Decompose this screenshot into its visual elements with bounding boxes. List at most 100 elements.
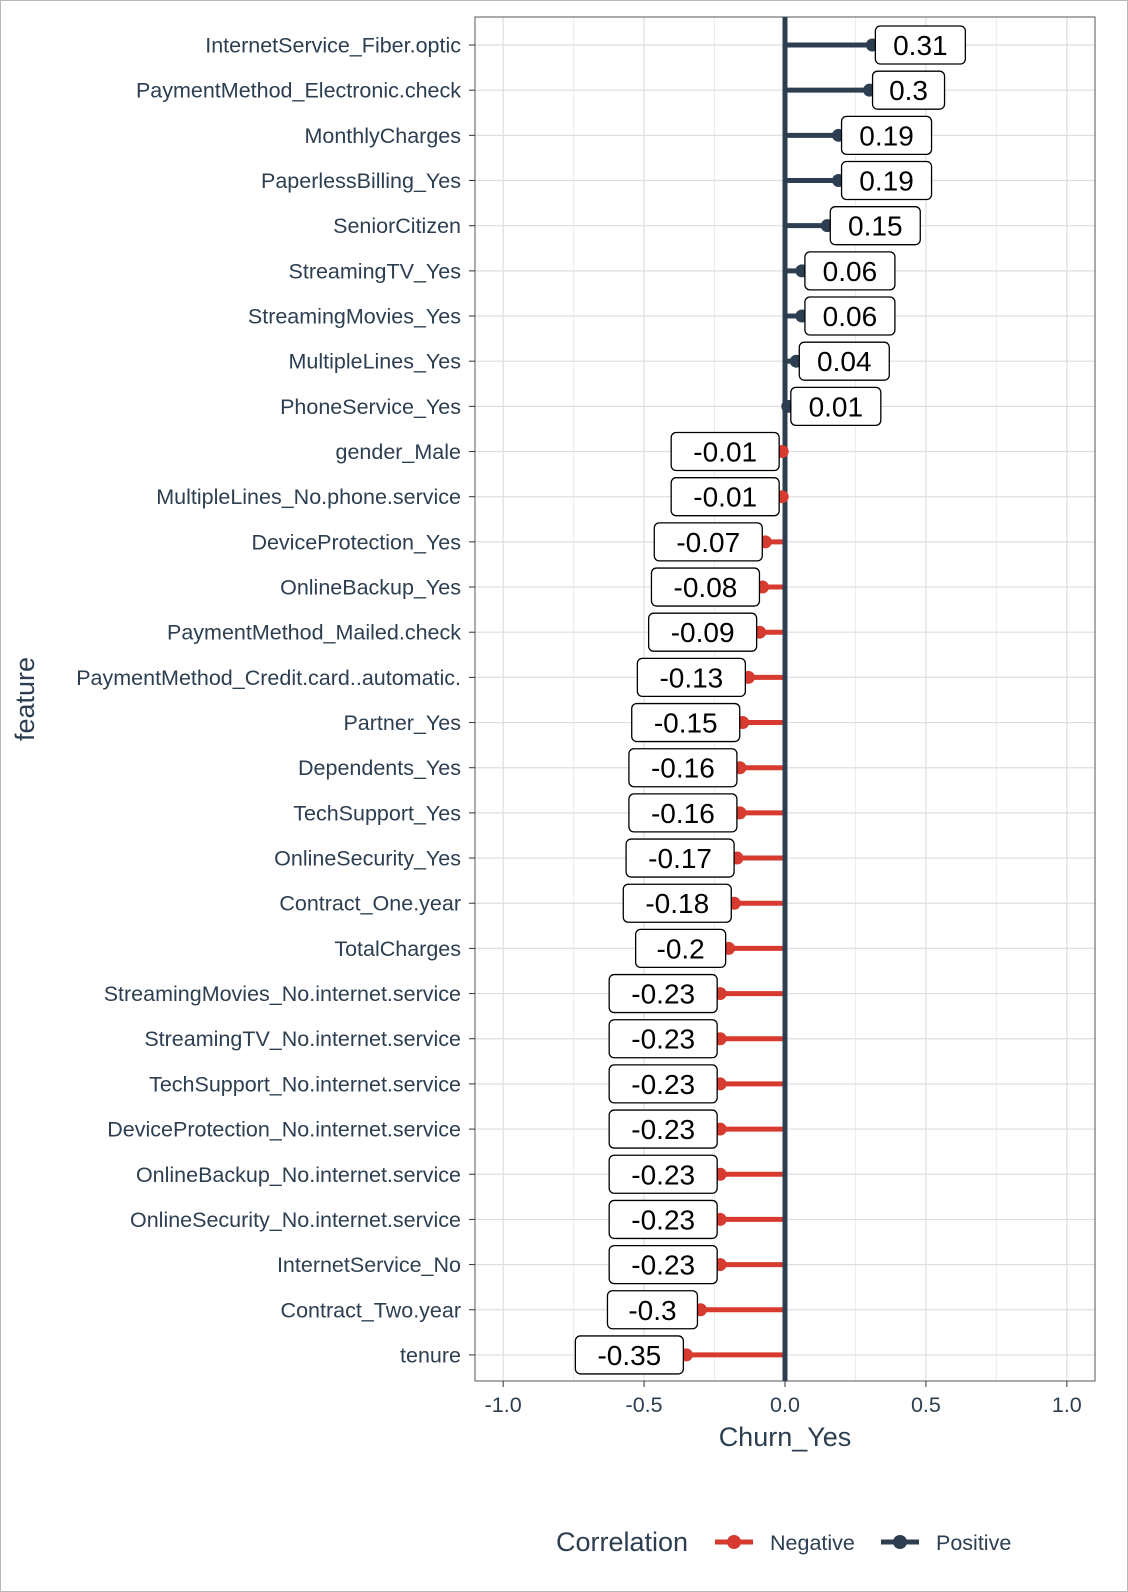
value-label-text: -0.08 [674,572,738,603]
legend-entry: Positive [881,1531,1011,1555]
value-label-text: 0.06 [823,256,878,287]
value-label: -0.16 [628,748,738,788]
legend-entry: Negative [715,1531,855,1555]
value-label-text: -0.23 [631,1114,695,1145]
value-label: 0.04 [798,341,890,381]
y-tick-label: Partner_Yes [343,711,461,735]
value-label-text: 0.3 [889,75,928,106]
legend-key-dot [893,1535,907,1549]
y-tick-label: MonthlyCharges [304,124,461,148]
legend-title: Correlation [556,1527,688,1557]
value-label-text: -0.18 [645,888,709,919]
value-label: -0.23 [608,1019,718,1059]
value-label-text: -0.2 [657,933,705,964]
value-label-text: -0.16 [651,798,715,829]
y-tick-label: StreamingTV_No.internet.service [144,1027,461,1051]
x-tick-label: -1.0 [485,1393,522,1417]
y-tick-label: OnlineSecurity_Yes [274,847,461,871]
value-label: 0.01 [790,386,882,427]
legend-label: Positive [936,1531,1011,1555]
value-label: -0.23 [608,1064,718,1104]
legend-label: Negative [770,1531,855,1555]
y-tick-label: MultipleLines_No.phone.service [156,485,461,509]
value-labels: 0.31 0.3 0.19 0.19 0.15 0.06 0.06 0.04 0.01 -0.01… [574,25,967,1375]
y-tick-label: OnlineSecurity_No.internet.service [130,1208,461,1232]
value-label-text: -0.23 [631,1250,695,1281]
value-label-text: -0.35 [597,1340,661,1371]
value-label-text: -0.23 [631,1069,695,1100]
y-tick-label: TotalCharges [334,937,461,961]
y-tick-label: TechSupport_Yes [293,801,461,825]
y-tick-label: InternetService_Fiber.optic [205,34,461,58]
legend: Correlation Negative Positive [556,1527,1011,1557]
y-tick-label: Contract_One.year [279,892,461,916]
value-label: -0.18 [622,883,732,923]
y-tick-label: DeviceProtection_Yes [251,530,461,554]
value-label: -0.23 [608,1199,718,1240]
value-label-text: -0.23 [631,1159,695,1190]
value-label: -0.09 [647,612,758,652]
y-tick-label: tenure [400,1343,461,1367]
value-label: -0.17 [625,838,735,878]
value-label: -0.3 [606,1290,699,1330]
value-label: 0.19 [840,160,933,201]
value-label-text: 0.19 [859,120,914,151]
value-label: -0.2 [634,928,727,969]
y-tick-label: TechSupport_No.internet.service [149,1072,461,1096]
value-label: -0.01 [670,477,780,517]
value-label: -0.23 [608,1109,718,1149]
value-label: -0.08 [650,567,761,607]
y-tick-label: StreamingTV_Yes [289,259,462,283]
value-label: 0.3 [871,70,946,110]
y-tick-label: Contract_Two.year [281,1298,461,1322]
y-tick-label: MultipleLines_Yes [288,350,461,374]
y-tick-label: PaymentMethod_Credit.card..automatic. [76,666,461,690]
value-label-text: 0.04 [817,346,872,377]
value-label-text: -0.09 [671,617,735,648]
value-label: 0.15 [829,206,921,246]
value-label: -0.13 [636,657,747,698]
value-label: -0.23 [608,1154,718,1194]
value-label-text: 0.06 [823,301,878,332]
value-label-text: -0.15 [654,708,718,739]
y-tick-label: DeviceProtection_No.internet.service [107,1118,461,1142]
y-tick-label: PhoneService_Yes [280,395,461,419]
y-axis-title: feature [10,657,40,741]
y-tick-label: StreamingMovies_No.internet.service [104,982,461,1006]
value-label-text: -0.23 [631,1024,695,1055]
x-tick-label: 1.0 [1052,1393,1082,1417]
y-tick-label: OnlineBackup_No.internet.service [136,1163,461,1187]
y-tick-label: PaymentMethod_Mailed.check [167,621,461,645]
value-label: 0.19 [840,115,933,155]
value-label-text: -0.17 [648,843,712,874]
y-tick-label: InternetService_No [277,1253,461,1277]
lollipop-stems [686,42,873,1358]
x-axis-title: Churn_Yes [719,1422,852,1452]
value-label-text: 0.19 [859,166,914,197]
value-label: -0.15 [631,702,741,743]
y-tick-label: SeniorCitizen [333,214,461,238]
y-axis-tick-labels: InternetService_Fiber.optic PaymentMethod… [76,34,475,1367]
value-label: 0.06 [804,251,896,291]
value-label: -0.07 [653,522,763,562]
value-label-text: -0.01 [693,482,757,513]
value-label-text: 0.15 [848,211,903,242]
value-label: 0.31 [874,25,967,65]
value-label-text: 0.01 [809,391,864,422]
value-label-text: -0.13 [659,662,723,693]
value-label: -0.01 [670,431,780,472]
x-tick-label: 0.0 [770,1393,800,1417]
y-tick-label: gender_Male [335,440,461,464]
y-tick-label: PaperlessBilling_Yes [261,169,461,193]
x-axis-tick-labels: -1.0 -0.5 0.0 0.5 1.0 [485,1381,1082,1417]
value-label: -0.16 [628,793,738,833]
value-label-text: -0.23 [631,979,695,1010]
value-label-text: 0.31 [893,30,948,61]
value-label-text: -0.16 [651,753,715,784]
y-tick-label: Dependents_Yes [298,756,461,780]
value-label-text: -0.07 [676,527,740,558]
value-label: -0.35 [574,1335,685,1375]
x-tick-label: -0.5 [626,1393,663,1417]
y-tick-label: StreamingMovies_Yes [248,305,461,329]
